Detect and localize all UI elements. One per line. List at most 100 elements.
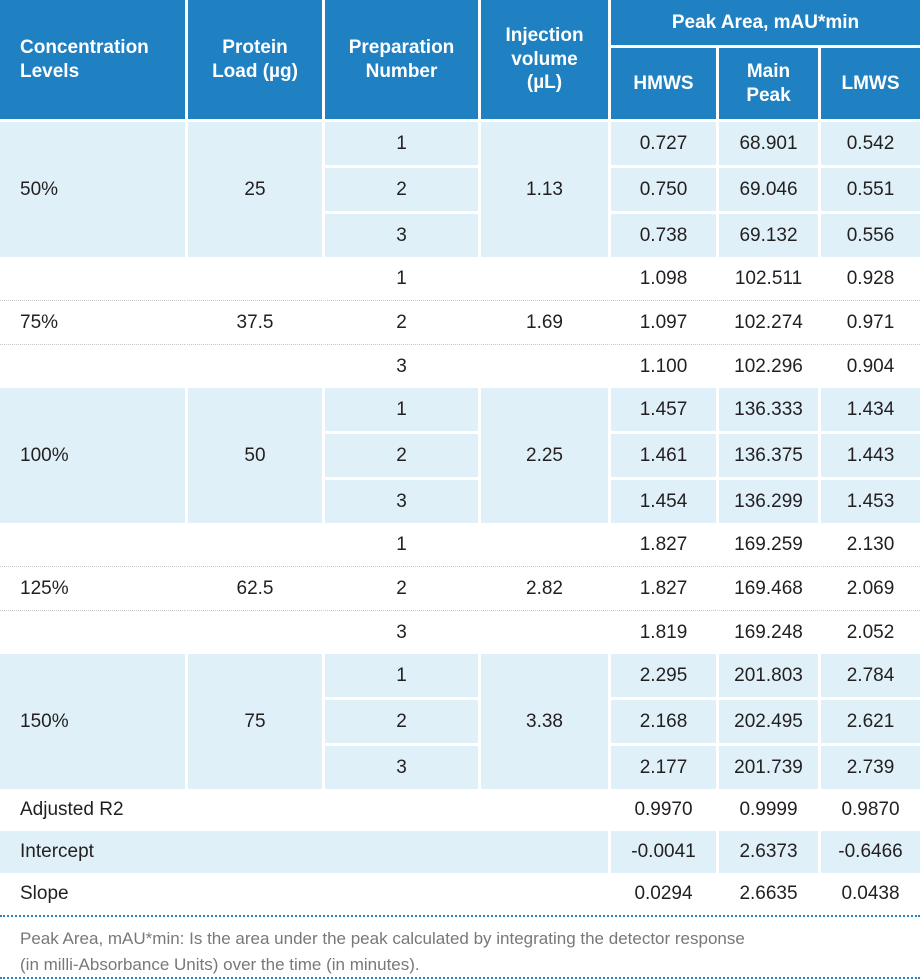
- cell-summary-label: Intercept: [0, 831, 608, 873]
- cell-preparation-number: 2: [322, 566, 478, 610]
- cell-main-peak: 169.468: [716, 566, 818, 610]
- cell-protein-load: [185, 257, 322, 300]
- cell-main-peak: 69.132: [716, 211, 818, 257]
- cell-injection-volume: [478, 523, 608, 566]
- cell-main-peak: 102.296: [716, 344, 818, 388]
- table-row: 50% 25 1 1.13 0.727 68.901 0.542: [0, 122, 920, 257]
- cell-injection-volume: 1.69: [478, 300, 608, 344]
- cell-summary-label: Slope: [0, 873, 608, 915]
- cell-injection-volume: [478, 344, 608, 388]
- cell-main-peak: 201.803: [716, 654, 818, 697]
- cell-hmws: 2.168: [608, 697, 716, 743]
- header-preparation-number: Preparation Number: [322, 0, 478, 122]
- table-row: 3 0.738 69.132 0.556: [0, 211, 920, 257]
- cell-hmws: 1.819: [608, 610, 716, 654]
- cell-preparation-number: 2: [322, 431, 478, 477]
- cell-main-peak: 0.9999: [716, 789, 818, 831]
- cell-main-peak: 169.259: [716, 523, 818, 566]
- table-row: 1 1.827 169.259 2.130: [0, 523, 920, 566]
- table-row: 2 1.461 136.375 1.443: [0, 431, 920, 477]
- cell-injection-volume: 3.38: [478, 654, 608, 789]
- cell-lmws: 0.556: [818, 211, 920, 257]
- cell-concentration-level: 50%: [0, 122, 185, 257]
- cell-preparation-number: 2: [322, 300, 478, 344]
- summary-row: Adjusted R2 0.9970 0.9999 0.9870: [0, 789, 920, 831]
- cell-lmws: 0.971: [818, 300, 920, 344]
- cell-main-peak: 136.375: [716, 431, 818, 477]
- cell-main-peak: 201.739: [716, 743, 818, 789]
- table-row: 75% 37.5 2 1.69 1.097 102.274 0.971: [0, 300, 920, 344]
- cell-lmws: 0.0438: [818, 873, 920, 915]
- footnote-line-1: Peak Area, mAU*min: Is the area under th…: [20, 929, 745, 948]
- header-row-top: Concentration Levels Protein Load (µg) P…: [0, 0, 920, 122]
- summary-row: Slope 0.0294 2.6635 0.0438: [0, 873, 920, 915]
- cell-lmws: 2.784: [818, 654, 920, 697]
- cell-injection-volume: [478, 610, 608, 654]
- cell-preparation-number: 1: [322, 257, 478, 300]
- table-row: 1 1.098 102.511 0.928: [0, 257, 920, 300]
- table-row: 3 2.177 201.739 2.739: [0, 743, 920, 789]
- header-protein-load: Protein Load (µg): [185, 0, 322, 122]
- header-row-sub: HMWS Main Peak LMWS: [0, 48, 920, 122]
- cell-protein-load: [185, 610, 322, 654]
- table-row: 3 1.100 102.296 0.904: [0, 344, 920, 388]
- header-main-peak: Main Peak: [716, 48, 818, 122]
- cell-lmws: 2.739: [818, 743, 920, 789]
- table-footnote: Peak Area, mAU*min: Is the area under th…: [0, 917, 920, 977]
- cell-lmws: 2.069: [818, 566, 920, 610]
- table-body: 50% 25 1 1.13 0.727 68.901 0.542 2 0.750 69.046 0.…: [0, 122, 920, 915]
- cell-concentration-level: 100%: [0, 388, 185, 523]
- cell-preparation-number: 3: [322, 477, 478, 523]
- cell-protein-load: 37.5: [185, 300, 322, 344]
- footnote-line-2: (in milli-Absorbance Units) over the tim…: [20, 954, 420, 974]
- cell-main-peak: 2.6635: [716, 873, 818, 915]
- cell-concentration-level: 125%: [0, 566, 185, 610]
- cell-preparation-number: 3: [322, 743, 478, 789]
- cell-summary-label: Adjusted R2: [0, 789, 608, 831]
- cell-preparation-number: 1: [322, 523, 478, 566]
- cell-hmws: 1.461: [608, 431, 716, 477]
- header-lmws: LMWS: [818, 48, 920, 122]
- cell-concentration-level: [0, 610, 185, 654]
- cell-hmws: 1.100: [608, 344, 716, 388]
- cell-lmws: 1.453: [818, 477, 920, 523]
- cell-hmws: 1.457: [608, 388, 716, 431]
- cell-lmws: 0.904: [818, 344, 920, 388]
- header-peak-area-group: Peak Area, mAU*min: [608, 0, 920, 48]
- cell-main-peak: 2.6373: [716, 831, 818, 873]
- cell-lmws: 0.928: [818, 257, 920, 300]
- cell-lmws: 2.052: [818, 610, 920, 654]
- table-row: 2 2.168 202.495 2.621: [0, 697, 920, 743]
- table-row: 125% 62.5 2 2.82 1.827 169.468 2.069: [0, 566, 920, 610]
- cell-hmws: 1.454: [608, 477, 716, 523]
- cell-protein-load: 62.5: [185, 566, 322, 610]
- bottom-dotted-line: [0, 977, 920, 979]
- table-row: 100% 50 1 2.25 1.457 136.333 1.434: [0, 388, 920, 523]
- cell-hmws: 0.0294: [608, 873, 716, 915]
- cell-hmws: 2.295: [608, 654, 716, 697]
- cell-preparation-number: 3: [322, 344, 478, 388]
- cell-concentration-level: 150%: [0, 654, 185, 789]
- cell-protein-load: 25: [185, 122, 322, 257]
- cell-concentration-level: 75%: [0, 300, 185, 344]
- cell-main-peak: 102.274: [716, 300, 818, 344]
- cell-hmws: 0.9970: [608, 789, 716, 831]
- cell-main-peak: 202.495: [716, 697, 818, 743]
- cell-lmws: 0.542: [818, 122, 920, 165]
- cell-protein-load: [185, 344, 322, 388]
- table-row: 3 1.819 169.248 2.052: [0, 610, 920, 654]
- cell-hmws: 0.738: [608, 211, 716, 257]
- cell-preparation-number: 2: [322, 697, 478, 743]
- cell-protein-load: [185, 523, 322, 566]
- cell-main-peak: 69.046: [716, 165, 818, 211]
- header-hmws: HMWS: [608, 48, 716, 122]
- linearity-table: Concentration Levels Protein Load (µg) P…: [0, 0, 920, 915]
- cell-preparation-number: 2: [322, 165, 478, 211]
- cell-injection-volume: 1.13: [478, 122, 608, 257]
- cell-main-peak: 68.901: [716, 122, 818, 165]
- header-injection-volume: Injection volume (µL): [478, 0, 608, 122]
- header-concentration-levels: Concentration Levels: [0, 0, 185, 122]
- cell-hmws: 0.727: [608, 122, 716, 165]
- summary-row: Intercept -0.0041 2.6373 -0.6466: [0, 831, 920, 873]
